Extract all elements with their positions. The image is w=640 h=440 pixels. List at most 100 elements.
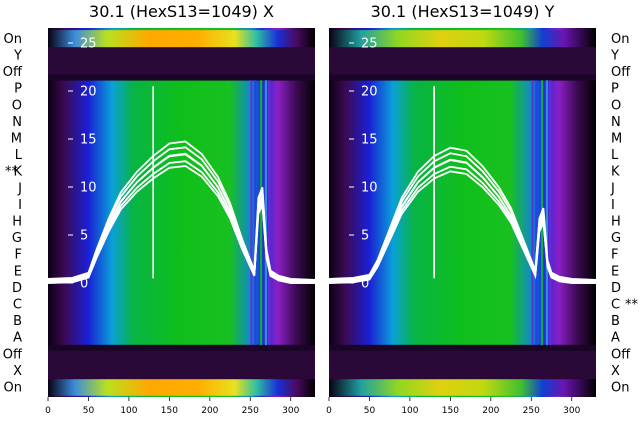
heatmap-body bbox=[329, 28, 596, 397]
x-tick-label: 50 bbox=[364, 406, 376, 416]
x-tick-label: 150 bbox=[161, 406, 178, 416]
x-tick-label: 0 bbox=[45, 406, 51, 416]
row-label: On bbox=[4, 381, 22, 396]
row-label: A bbox=[13, 331, 22, 346]
heatmap-streak bbox=[250, 80, 253, 346]
row-label: P bbox=[14, 82, 22, 97]
row-label: E bbox=[14, 264, 22, 279]
row-label: X bbox=[611, 364, 620, 379]
heatmap-band-y bbox=[48, 46, 315, 64]
row-label: Off bbox=[3, 65, 23, 80]
inner-tick-label: 25 bbox=[361, 37, 378, 52]
row-label: Y bbox=[13, 49, 22, 64]
x-tick-label: 200 bbox=[482, 406, 499, 416]
row-label: G bbox=[611, 231, 621, 246]
x-tick-label: 100 bbox=[120, 406, 137, 416]
row-label: Y bbox=[610, 49, 619, 64]
inner-tick-label: 25 bbox=[80, 37, 97, 52]
heatmap-band-on bbox=[48, 378, 315, 396]
row-label: E bbox=[611, 264, 619, 279]
row-label: N bbox=[12, 115, 22, 130]
row-label: H bbox=[611, 215, 621, 230]
row-label: On bbox=[4, 32, 22, 47]
chart-title: 30.1 (HexS13=1049) X bbox=[89, 2, 274, 21]
row-label: M bbox=[11, 132, 22, 147]
row-label: O bbox=[12, 98, 22, 113]
heatmap-band-x bbox=[48, 362, 315, 380]
heatmap-streak bbox=[254, 80, 257, 346]
row-label: X bbox=[13, 364, 22, 379]
row-label: J bbox=[610, 181, 615, 196]
row-label: M bbox=[611, 132, 622, 147]
row-label: B bbox=[611, 314, 620, 329]
heatmap-separator bbox=[329, 74, 596, 81]
row-label: Off bbox=[611, 347, 631, 362]
x-tick-label: 200 bbox=[201, 406, 218, 416]
x-tick-label: 250 bbox=[523, 406, 540, 416]
heatmap-band-on bbox=[329, 378, 596, 396]
row-label: O bbox=[611, 98, 621, 113]
heatmap-band-x bbox=[329, 362, 596, 380]
x-tick-label: 0 bbox=[326, 406, 332, 416]
heatmap-band-on bbox=[329, 30, 596, 48]
inner-tick-label: 10 bbox=[80, 181, 97, 196]
heatmap-streak bbox=[549, 80, 552, 346]
heatmap-streak bbox=[531, 80, 534, 346]
row-label: Off bbox=[611, 65, 631, 80]
x-tick-label: 300 bbox=[282, 406, 299, 416]
x-tick-label: 250 bbox=[242, 406, 259, 416]
row-label: P bbox=[611, 82, 619, 97]
row-label: L bbox=[15, 148, 23, 163]
heatmap-streak bbox=[259, 80, 263, 346]
row-label: F bbox=[611, 248, 618, 263]
profile-line bbox=[48, 140, 315, 281]
inner-tick-label: 5 bbox=[80, 229, 88, 244]
row-label: D bbox=[611, 281, 621, 296]
heatmap-band-y bbox=[329, 46, 596, 64]
heatmap-streak bbox=[264, 80, 268, 346]
x-tick-label: 150 bbox=[442, 406, 459, 416]
row-label: Off bbox=[3, 347, 23, 362]
inner-tick-label: 5 bbox=[361, 229, 369, 244]
inner-tick-label: 10 bbox=[361, 181, 378, 196]
heatmap-separator bbox=[48, 74, 315, 81]
inner-tick-label: 15 bbox=[80, 133, 97, 148]
heatmap-streak bbox=[535, 80, 538, 346]
row-marker: ** bbox=[625, 298, 639, 313]
row-label: N bbox=[611, 115, 621, 130]
row-label: On bbox=[611, 381, 629, 396]
row-label: C bbox=[611, 298, 620, 313]
row-label: I bbox=[611, 198, 615, 213]
row-label: K bbox=[13, 165, 22, 180]
row-label: D bbox=[12, 281, 22, 296]
heatmap-separator bbox=[329, 344, 596, 351]
inner-tick-label: 20 bbox=[361, 85, 378, 100]
row-label: J bbox=[17, 181, 22, 196]
inner-tick-label: 0 bbox=[80, 277, 88, 292]
row-label: B bbox=[13, 314, 22, 329]
row-label: H bbox=[12, 215, 22, 230]
row-label: A bbox=[611, 331, 620, 346]
profile-line bbox=[48, 152, 315, 284]
row-label: K bbox=[611, 165, 620, 180]
heatmap-band-on bbox=[48, 30, 315, 48]
heatmap-band-main bbox=[48, 28, 315, 397]
heatmap-separator bbox=[48, 344, 315, 351]
inner-tick-label: 20 bbox=[80, 85, 97, 100]
profile-line bbox=[329, 146, 596, 281]
x-tick-label: 300 bbox=[563, 406, 580, 416]
row-label: On bbox=[611, 32, 629, 47]
chart-title: 30.1 (HexS13=1049) Y bbox=[371, 2, 555, 21]
row-label: C bbox=[13, 298, 22, 313]
row-label: G bbox=[12, 231, 22, 246]
row-label: F bbox=[15, 248, 22, 263]
heatmap-band-main bbox=[329, 28, 596, 397]
heatmap-streak bbox=[268, 80, 271, 346]
x-tick-label: 100 bbox=[401, 406, 418, 416]
inner-tick-label: 15 bbox=[361, 133, 378, 148]
row-marker: ** bbox=[5, 165, 19, 180]
inner-tick-label: 0 bbox=[361, 277, 369, 292]
